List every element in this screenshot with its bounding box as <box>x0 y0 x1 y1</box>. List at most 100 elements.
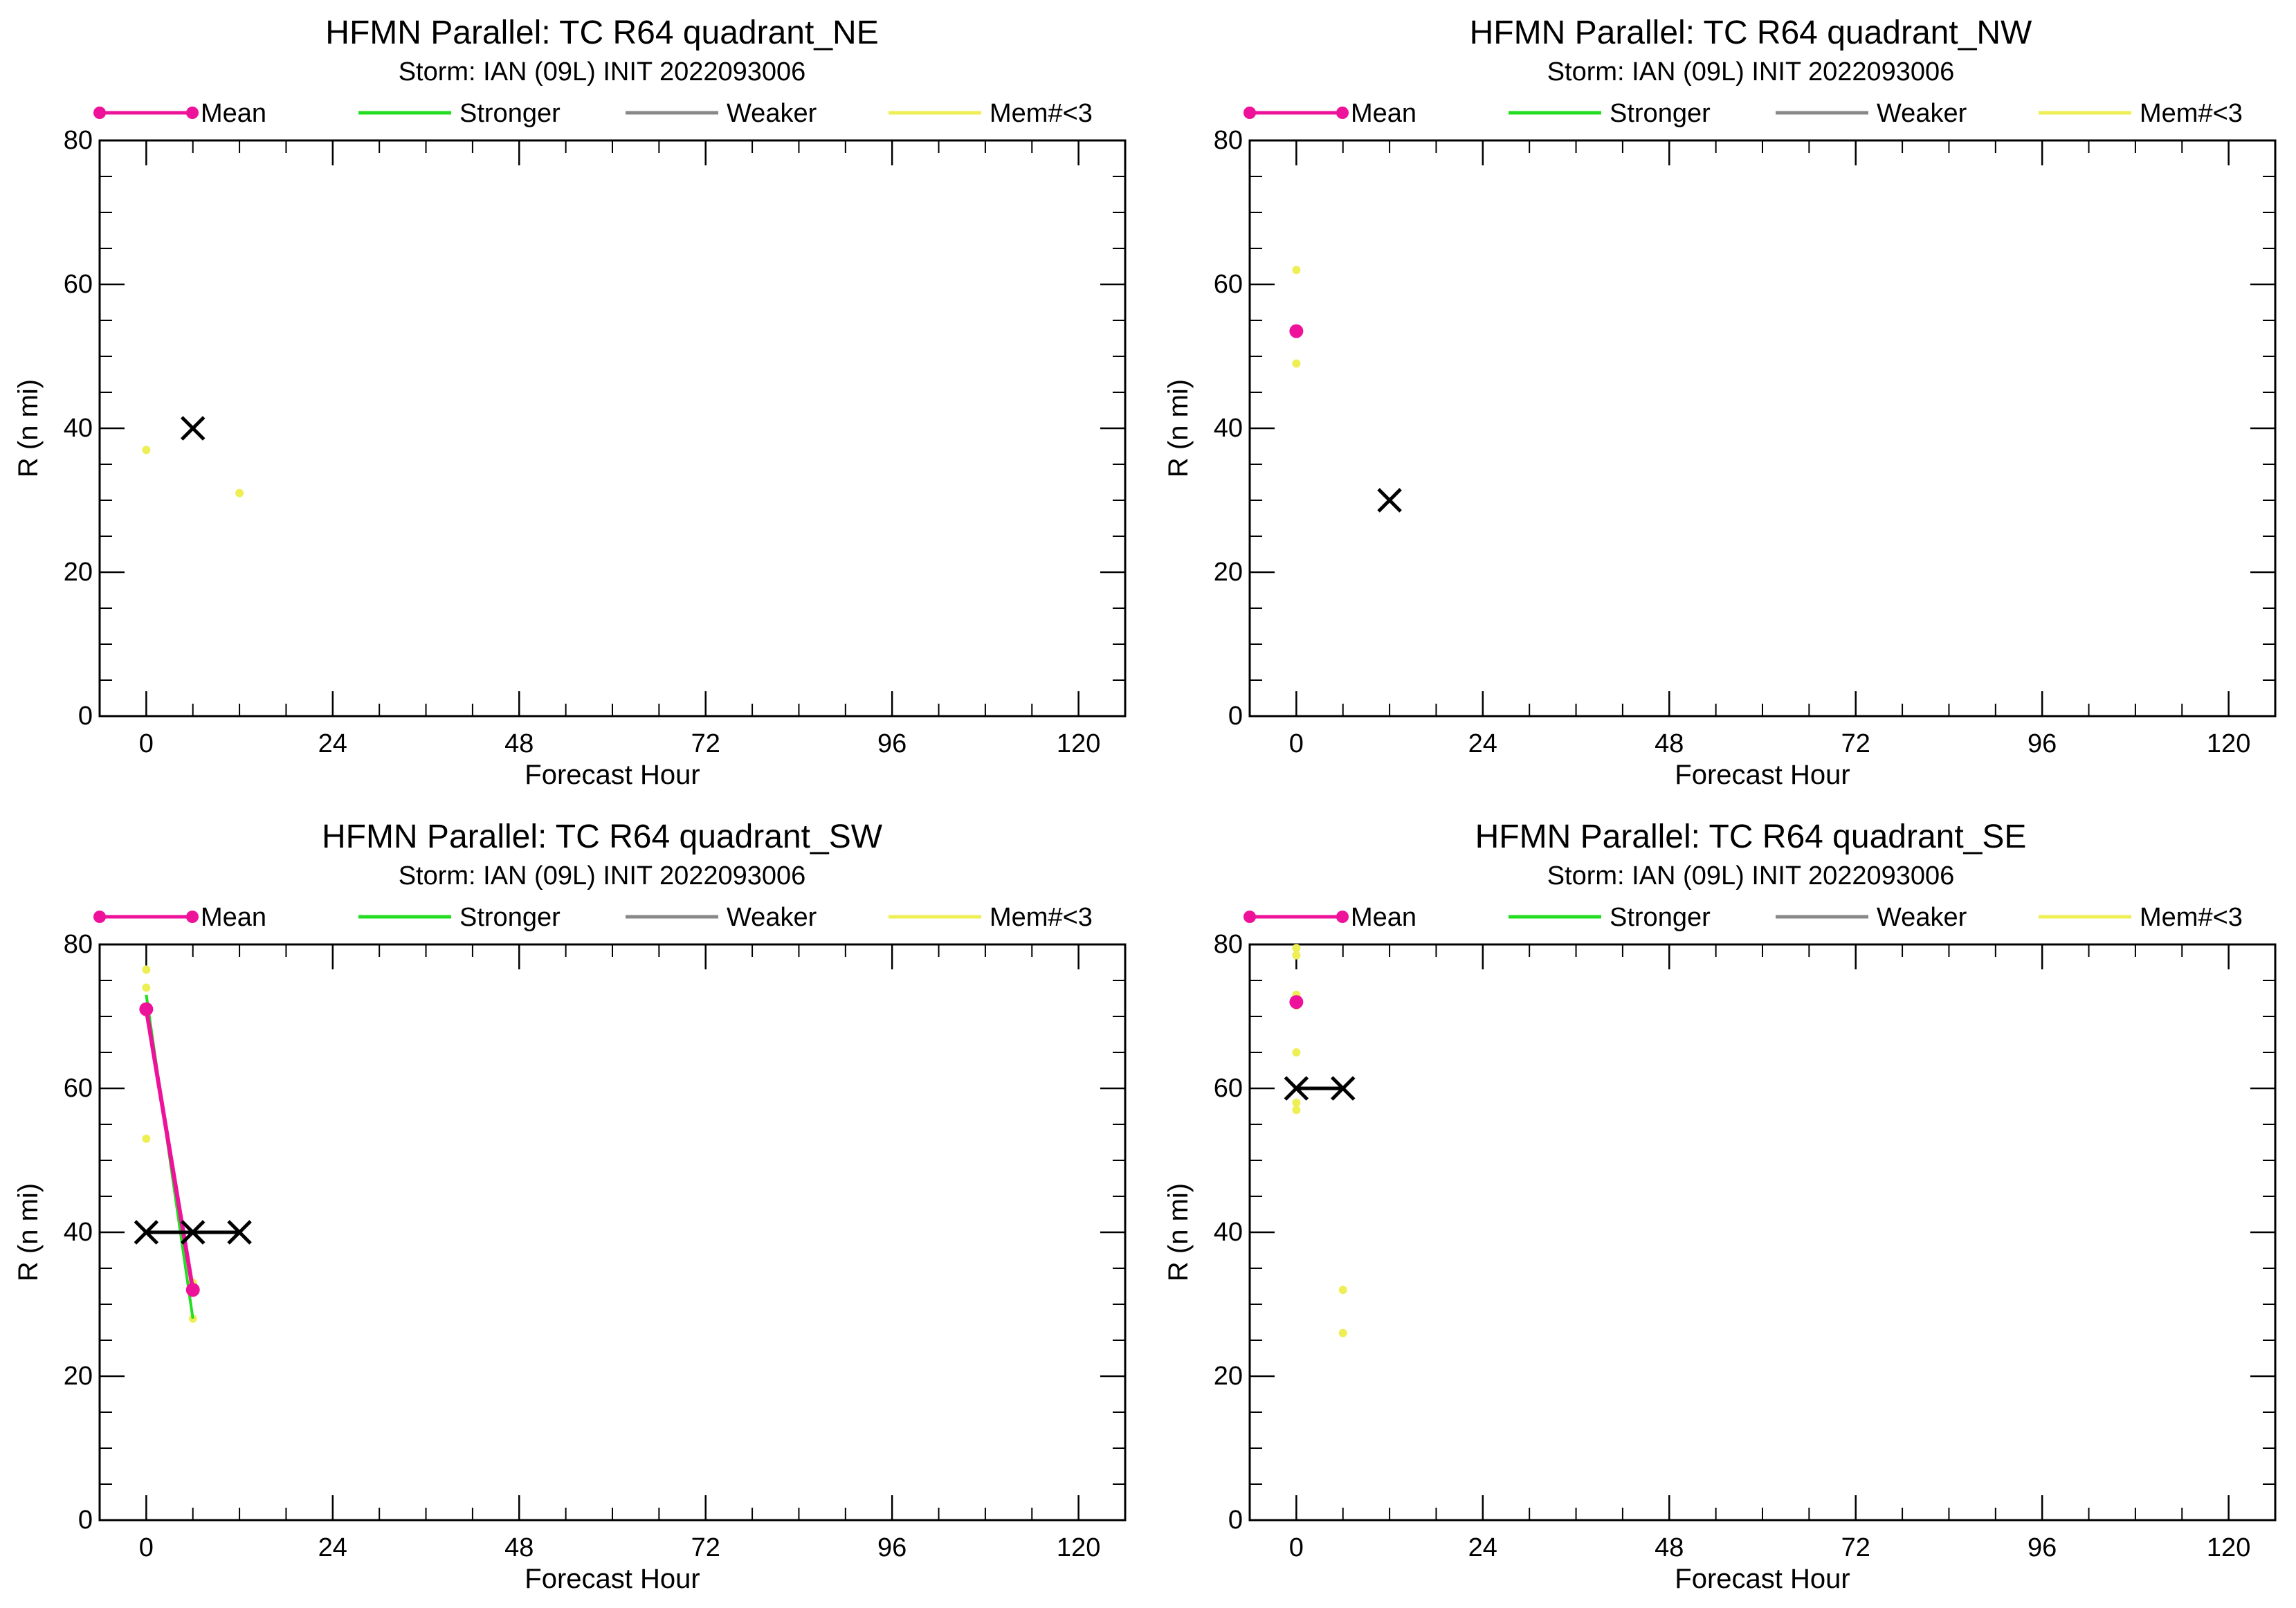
panel-subtitle: Storm: IAN (09L) INIT 2022093006 <box>1547 861 1955 890</box>
member-point <box>235 488 244 497</box>
best-track-stroke <box>227 1220 252 1245</box>
x-tick-label: 96 <box>2028 729 2057 758</box>
legend-label: Mem#<3 <box>990 99 1093 128</box>
x-tick-label: 120 <box>1057 1533 1100 1562</box>
legend-label: Stronger <box>1610 903 1711 932</box>
legend-label: Mean <box>201 99 266 128</box>
best-track-marker <box>1377 488 1402 513</box>
x-tick-label: 48 <box>504 1533 534 1562</box>
legend-label: Stronger <box>459 903 561 932</box>
x-tick-label: 24 <box>318 729 347 758</box>
best-track-stroke <box>1330 1076 1356 1101</box>
x-tick-label: 0 <box>139 729 154 758</box>
member-point <box>1292 951 1301 960</box>
plot-frame <box>1248 139 2277 718</box>
x-axis-label: Forecast Hour <box>525 1564 700 1594</box>
x-tick-label: 48 <box>1655 1533 1684 1562</box>
x-tick-label: 0 <box>139 1533 154 1562</box>
y-tick-label: 40 <box>64 1218 93 1247</box>
panel-title: HFMN Parallel: TC R64 quadrant_SE <box>1475 819 2027 855</box>
best-track-stroke <box>180 416 206 441</box>
panel-subtitle: Storm: IAN (09L) INIT 2022093006 <box>399 57 806 86</box>
y-tick-label: 0 <box>1228 1506 1243 1535</box>
x-axis-label: Forecast Hour <box>525 760 700 790</box>
legend-marker <box>93 911 106 923</box>
y-tick-label: 0 <box>1228 702 1243 731</box>
y-tick-label: 20 <box>1214 558 1243 587</box>
y-tick-label: 80 <box>1214 930 1243 959</box>
plot-frame <box>98 943 1127 1522</box>
best-track-marker <box>180 1220 206 1245</box>
member-point <box>1292 944 1301 953</box>
legend-marker <box>1243 107 1256 119</box>
y-tick-label: 60 <box>64 270 93 299</box>
member-point <box>1292 1106 1301 1115</box>
legend-label: Stronger <box>459 99 561 128</box>
y-tick-label: 40 <box>1214 1218 1243 1247</box>
legend-label: Weaker <box>1877 99 1967 128</box>
x-tick-label: 96 <box>2028 1533 2057 1562</box>
y-tick-label: 20 <box>64 558 93 587</box>
panel-nw: HFMN Parallel: TC R64 quadrant_NW Storm: … <box>1163 15 2277 790</box>
member-point <box>1292 266 1301 275</box>
x-tick-label: 120 <box>1057 729 1100 758</box>
panel-title: HFMN Parallel: TC R64 quadrant_SW <box>322 819 883 855</box>
plot-frame <box>98 139 1127 718</box>
best-track-stroke <box>1284 1076 1309 1101</box>
mean-point <box>139 1002 154 1016</box>
y-tick-label: 0 <box>78 1506 93 1535</box>
member-point <box>142 983 151 992</box>
legend-label: Weaker <box>727 903 817 932</box>
panel-subtitle: Storm: IAN (09L) INIT 2022093006 <box>399 861 806 890</box>
best-track-marker <box>1330 1076 1356 1101</box>
legend-marker <box>1336 107 1349 119</box>
panel-subtitle: Storm: IAN (09L) INIT 2022093006 <box>1547 57 1955 86</box>
y-tick-label: 60 <box>64 1074 93 1103</box>
mean-line <box>144 1009 195 1290</box>
best-track-stroke <box>180 1220 206 1245</box>
member-point <box>142 446 151 455</box>
legend-label: Mean <box>1351 903 1416 932</box>
member-point <box>1338 1286 1347 1295</box>
member-point <box>1292 1098 1301 1107</box>
legend-label: Mem#<3 <box>2140 903 2243 932</box>
x-tick-label: 48 <box>504 729 534 758</box>
legend-label: Mem#<3 <box>990 903 1093 932</box>
y-tick-label: 20 <box>1214 1362 1243 1391</box>
panel-title: HFMN Parallel: TC R64 quadrant_NW <box>1470 15 2032 51</box>
best-track-marker <box>180 416 206 441</box>
y-axis-label: R (n mi) <box>13 379 44 477</box>
member-point <box>142 965 151 974</box>
x-tick-label: 24 <box>1468 729 1497 758</box>
best-track-marker <box>134 1220 159 1245</box>
legend-label: Stronger <box>1610 99 1711 128</box>
mean-point <box>185 1283 200 1297</box>
mean-point <box>1289 324 1304 338</box>
legend-marker <box>186 107 199 119</box>
y-tick-label: 80 <box>64 930 93 959</box>
mean-point <box>1289 995 1304 1009</box>
legend-marker <box>1243 911 1256 923</box>
y-tick-label: 0 <box>78 702 93 731</box>
member-point <box>142 1134 151 1143</box>
x-tick-label: 0 <box>1289 729 1304 758</box>
x-tick-label: 120 <box>2207 1533 2250 1562</box>
y-axis-label: R (n mi) <box>1163 379 1194 477</box>
panel-ne: HFMN Parallel: TC R64 quadrant_NE Storm: … <box>13 15 1127 790</box>
member-point <box>1292 1048 1301 1057</box>
best-track-marker <box>227 1220 252 1245</box>
legend-marker <box>93 107 106 119</box>
panel-title: HFMN Parallel: TC R64 quadrant_NE <box>325 15 878 51</box>
best-track-stroke <box>1377 488 1402 513</box>
panel-se: HFMN Parallel: TC R64 quadrant_SE Storm: … <box>1163 819 2277 1594</box>
legend-label: Mem#<3 <box>2140 99 2243 128</box>
member-point <box>1338 1328 1347 1337</box>
plot-frame <box>1248 943 2277 1522</box>
y-axis-label: R (n mi) <box>13 1183 44 1281</box>
best-track-marker <box>1284 1076 1309 1101</box>
x-tick-label: 48 <box>1655 729 1684 758</box>
y-tick-label: 20 <box>64 1362 93 1391</box>
x-tick-label: 72 <box>1841 1533 1870 1562</box>
x-axis-label: Forecast Hour <box>1675 760 1850 790</box>
